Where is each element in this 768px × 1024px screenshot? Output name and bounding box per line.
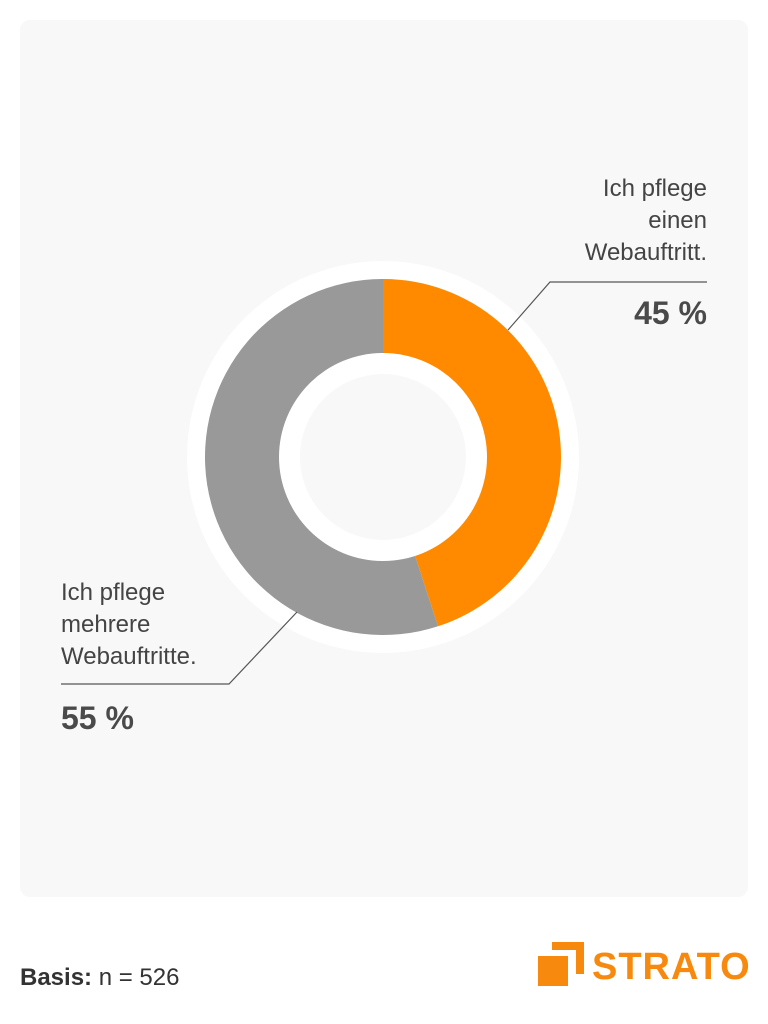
slice-label-line: Ich pflege (61, 579, 166, 606)
slice-label-right: Ich pflege einen Webauftritt. (467, 173, 707, 269)
slice-label-line: Webauftritt. (584, 239, 707, 266)
brand-name: STRATO (592, 946, 751, 988)
leader-line-right (507, 281, 707, 331)
strato-logo-icon (538, 942, 584, 986)
slice-label-line: Webauftritte. (61, 643, 197, 670)
slice-value-right: 45 % (634, 295, 707, 331)
leader-line-left (61, 611, 298, 685)
slice-label-line: mehrere (61, 611, 151, 638)
sample-basis: Basis: n = 526 (20, 964, 179, 992)
donut-hole (300, 374, 466, 540)
slice-label-line: Ich pflege (602, 175, 707, 202)
basis-value: n = 526 (98, 964, 180, 991)
slice-label-left: Ich pflege mehrere Webauftritte. (61, 577, 301, 673)
slice-value-left: 55 % (61, 700, 134, 736)
slice-label-line: einen (648, 207, 707, 234)
basis-label: Basis: (20, 964, 93, 991)
strato-logo: STRATO (538, 942, 751, 990)
